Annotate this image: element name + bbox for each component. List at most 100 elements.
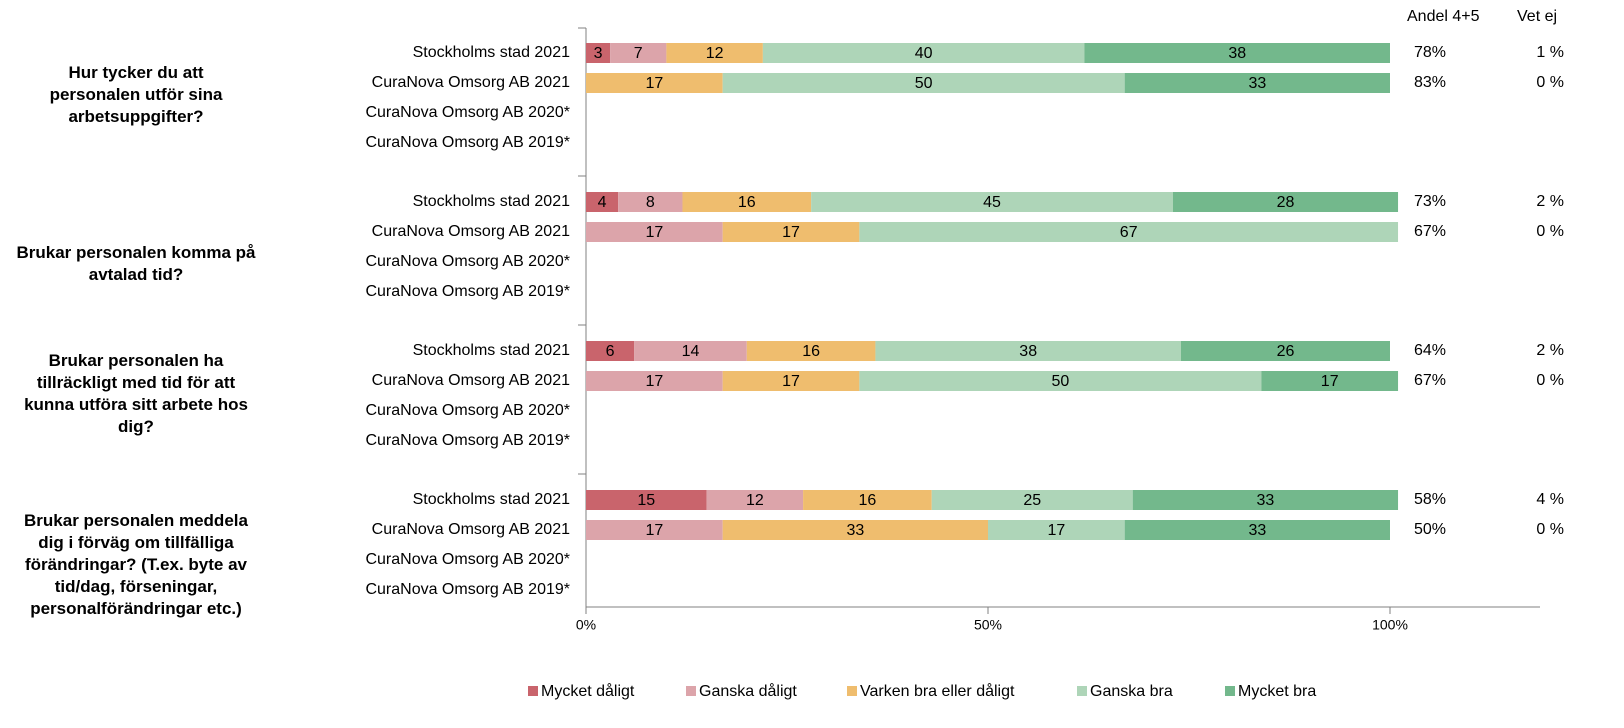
- question-label: Brukar personalen meddela dig i förväg o…: [24, 511, 248, 618]
- bar-value-label: 17: [645, 522, 663, 539]
- row-label: Stockholms stad 2021: [413, 44, 571, 61]
- share-value: 73%: [1414, 193, 1446, 210]
- bar-value-label: 67: [1120, 224, 1138, 241]
- x-tick-label: 100%: [1372, 617, 1408, 633]
- bar-value-label: 33: [1248, 75, 1266, 92]
- bar-value-label: 6: [606, 343, 615, 360]
- x-tick-label: 0%: [576, 617, 596, 633]
- legend-swatch: [1225, 686, 1235, 696]
- row-label: CuraNova Omsorg AB 2021: [372, 74, 570, 91]
- row-label: CuraNova Omsorg AB 2020*: [365, 551, 570, 568]
- dontknow-column-header: Vet ej: [1517, 8, 1558, 25]
- bar-segment: [746, 341, 876, 361]
- bar-value-label: 17: [645, 373, 663, 390]
- dontknow-value: 0 %: [1536, 521, 1564, 538]
- row-label: Stockholms stad 2021: [413, 193, 571, 210]
- share-value: 67%: [1414, 223, 1446, 240]
- bar-value-label: 33: [846, 522, 864, 539]
- dontknow-value: 2 %: [1536, 342, 1564, 359]
- legend-label: Mycket dåligt: [541, 682, 635, 700]
- bar-segment: [586, 43, 611, 63]
- bar-segment: [811, 192, 1173, 212]
- share-value: 64%: [1414, 342, 1446, 359]
- row-label: CuraNova Omsorg AB 2019*: [365, 134, 570, 151]
- bar-segment: [1124, 520, 1390, 540]
- row-label: CuraNova Omsorg AB 2021: [372, 372, 570, 389]
- bar-value-label: 38: [1019, 343, 1037, 360]
- bar-segment: [722, 371, 860, 391]
- share-value: 67%: [1414, 372, 1446, 389]
- bar-segment: [875, 341, 1181, 361]
- bar-segment: [666, 43, 763, 63]
- bar-segment: [1261, 371, 1399, 391]
- question-label: Brukar personalen komma på avtalad tid?: [16, 243, 256, 284]
- legend-swatch: [1077, 686, 1087, 696]
- bar-value-label: 12: [706, 45, 724, 62]
- legend-swatch: [686, 686, 696, 696]
- bar-value-label: 4: [598, 194, 607, 211]
- row-label: CuraNova Omsorg AB 2019*: [365, 432, 570, 449]
- bar-value-label: 25: [1023, 492, 1041, 509]
- dontknow-value: 2 %: [1536, 193, 1564, 210]
- bar-segment: [859, 222, 1399, 242]
- bar-segment: [859, 371, 1262, 391]
- bar-segment: [722, 73, 1125, 93]
- bar-value-label: 33: [1248, 522, 1266, 539]
- bar-value-label: 7: [634, 45, 643, 62]
- legend-label: Ganska dåligt: [699, 682, 797, 700]
- bar-segment: [682, 192, 812, 212]
- dontknow-value: 0 %: [1536, 372, 1564, 389]
- bar-value-label: 14: [682, 343, 700, 360]
- legend-swatch: [528, 686, 538, 696]
- bar-segment: [1084, 43, 1390, 63]
- share-value: 50%: [1414, 521, 1446, 538]
- share-column-header: Andel 4+5: [1407, 8, 1480, 25]
- bar-segment: [706, 490, 804, 510]
- bar-segment: [722, 520, 988, 540]
- bar-segment: [634, 341, 747, 361]
- bar-value-label: 50: [1051, 373, 1069, 390]
- dontknow-value: 4 %: [1536, 491, 1564, 508]
- dontknow-value: 1 %: [1536, 44, 1564, 61]
- bar-value-label: 15: [637, 492, 655, 509]
- bar-value-label: 45: [983, 194, 1001, 211]
- bar-segment: [610, 43, 667, 63]
- row-label: CuraNova Omsorg AB 2020*: [365, 402, 570, 419]
- row-label: CuraNova Omsorg AB 2020*: [365, 104, 570, 121]
- share-value: 78%: [1414, 44, 1446, 61]
- legend-label: Varken bra eller dåligt: [860, 682, 1015, 700]
- row-label: CuraNova Omsorg AB 2020*: [365, 253, 570, 270]
- bar-value-label: 3: [594, 45, 603, 62]
- row-label: Stockholms stad 2021: [413, 342, 571, 359]
- bar-value-label: 38: [1228, 45, 1246, 62]
- bar-value-label: 33: [1256, 492, 1274, 509]
- bar-value-label: 28: [1277, 194, 1295, 211]
- bar-segment: [1132, 490, 1399, 510]
- bar-segment: [931, 490, 1133, 510]
- bar-segment: [1172, 192, 1399, 212]
- legend-label: Mycket bra: [1238, 683, 1316, 700]
- bar-value-label: 12: [746, 492, 764, 509]
- bar-value-label: 17: [782, 373, 800, 390]
- bar-value-label: 17: [782, 224, 800, 241]
- bar-segment: [803, 490, 932, 510]
- row-label: CuraNova Omsorg AB 2019*: [365, 283, 570, 300]
- share-value: 83%: [1414, 74, 1446, 91]
- legend-label: Ganska bra: [1090, 683, 1173, 700]
- question-label: Brukar personalen ha tillräckligt med ti…: [24, 351, 248, 436]
- bar-value-label: 17: [645, 75, 663, 92]
- bar-value-label: 16: [738, 194, 756, 211]
- bar-value-label: 16: [859, 492, 877, 509]
- row-label: CuraNova Omsorg AB 2021: [372, 223, 570, 240]
- bar-segment: [586, 341, 635, 361]
- bar-segment: [618, 192, 683, 212]
- bar-value-label: 17: [1321, 373, 1339, 390]
- bar-segment: [586, 371, 723, 391]
- bar-segment: [586, 222, 723, 242]
- dontknow-value: 0 %: [1536, 223, 1564, 240]
- bar-value-label: 50: [915, 75, 933, 92]
- bar-segment: [762, 43, 1085, 63]
- legend-swatch: [847, 686, 857, 696]
- row-label: CuraNova Omsorg AB 2021: [372, 521, 570, 538]
